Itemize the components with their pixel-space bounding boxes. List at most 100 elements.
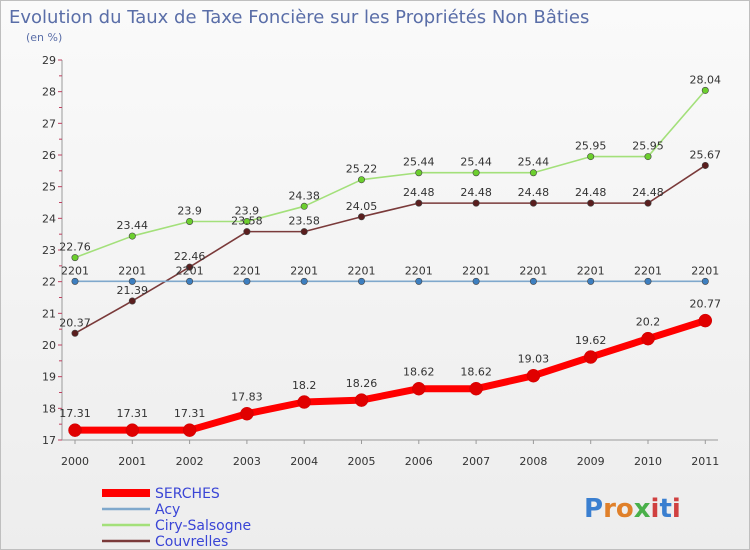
x-tick-label: 2009 [577, 455, 605, 468]
data-label: 18.2 [292, 379, 317, 392]
data-label: 2201 [348, 264, 376, 277]
data-point [186, 263, 194, 271]
data-label: 20.2 [636, 316, 661, 329]
y-tick-label: 24 [42, 212, 56, 225]
x-tick-label: 2003 [233, 455, 261, 468]
data-label: 21.39 [117, 284, 149, 297]
data-point [587, 277, 595, 285]
data-label: 23.58 [288, 215, 320, 228]
data-point [587, 199, 595, 207]
legend-label: Acy [155, 502, 180, 518]
logo-letter: i [651, 494, 660, 524]
data-point [701, 277, 709, 285]
data-label: 25.44 [460, 156, 492, 169]
data-label: 23.44 [117, 219, 149, 232]
y-tick-label: 20 [42, 339, 56, 352]
data-point [644, 199, 652, 207]
data-point [186, 218, 194, 226]
data-label: 24.48 [460, 186, 492, 199]
y-tick-label: 22 [42, 276, 56, 289]
data-point [415, 169, 423, 177]
data-label: 24.48 [632, 186, 664, 199]
data-label: 17.83 [231, 391, 263, 404]
data-label: 18.62 [460, 366, 492, 379]
data-label: 25.95 [632, 140, 664, 153]
x-tick-label: 2007 [462, 455, 490, 468]
data-label: 23.9 [235, 205, 260, 218]
data-point [240, 406, 254, 421]
series-line-couvrelles [74, 164, 707, 335]
data-label: 2201 [118, 264, 146, 277]
series-lines [71, 89, 709, 434]
x-tick-label: 2008 [519, 455, 547, 468]
logo-letter: r [603, 494, 616, 524]
y-tick-label: 26 [42, 149, 56, 162]
data-label: 17.31 [174, 407, 206, 420]
data-label: 24.38 [288, 189, 320, 202]
series-points [68, 86, 713, 437]
chart-subtitle: (en %) [26, 31, 62, 44]
data-point [243, 228, 251, 236]
data-point [412, 381, 426, 396]
legend-label: SERCHES [155, 486, 220, 502]
axes: 17 18 19 20 21 22 23 24 25 26 27 28 29 2000 2001 2002 20… [42, 54, 719, 468]
data-point [698, 313, 713, 328]
chart-title: Evolution du Taux de Taxe Foncière sur l… [9, 7, 589, 28]
data-label: 25.22 [346, 163, 378, 176]
data-label: 2201 [61, 264, 89, 277]
data-point [300, 228, 308, 236]
data-label: 2201 [634, 264, 662, 277]
x-tick-label: 2010 [634, 455, 662, 468]
data-point [472, 277, 480, 285]
data-point [415, 199, 423, 207]
data-label: 17.31 [59, 407, 91, 420]
data-point [71, 254, 79, 262]
data-point [701, 161, 709, 169]
data-point [357, 176, 365, 184]
data-label: 2201 [462, 264, 490, 277]
data-label: 17.31 [117, 407, 149, 420]
y-tick-label: 18 [42, 402, 56, 415]
data-label: 18.62 [403, 366, 435, 379]
data-point [128, 277, 136, 285]
data-point [243, 218, 251, 226]
data-point [354, 393, 369, 407]
data-label: 25.44 [518, 156, 550, 169]
data-label: 23.58 [231, 215, 263, 228]
data-label: 24.48 [575, 186, 607, 199]
legend-label: Couvrelles [155, 534, 228, 550]
logo-letter: t [659, 494, 671, 524]
data-point [415, 277, 423, 285]
logo-letter: o [616, 494, 634, 524]
data-label: 23.9 [177, 205, 202, 218]
data-label: 24.05 [346, 200, 378, 213]
y-tick-label: 28 [42, 86, 56, 99]
proxiti-logo-text: Proxiti [584, 494, 681, 524]
data-label: 2201 [176, 264, 204, 277]
y-tick-label: 27 [42, 117, 56, 130]
series-line-ciry-salsogne [74, 89, 707, 259]
data-point [587, 153, 595, 161]
data-point [529, 169, 537, 177]
data-point [182, 423, 197, 437]
x-tick-label: 2005 [348, 455, 376, 468]
data-point [300, 202, 308, 210]
data-point [701, 86, 709, 94]
data-point [583, 350, 598, 364]
data-label: 2201 [233, 264, 261, 277]
data-point [469, 381, 483, 396]
legend-label: Ciry-Salsogne [155, 518, 251, 534]
data-label: 20.77 [690, 298, 722, 311]
data-point [529, 277, 537, 285]
data-label: 2201 [290, 264, 318, 277]
logo-letter: x [634, 494, 651, 524]
data-label: 28.04 [690, 73, 722, 86]
x-tick-label: 2006 [405, 455, 433, 468]
data-label: 19.62 [575, 334, 607, 347]
data-point [125, 423, 140, 437]
data-labels: 20.37 21.39 22.46 23.58 23.58 24.05 24.48 24.48… [59, 73, 721, 420]
data-point [472, 169, 480, 177]
data-label: 20.37 [59, 316, 91, 329]
x-tick-label: 2004 [290, 455, 318, 468]
